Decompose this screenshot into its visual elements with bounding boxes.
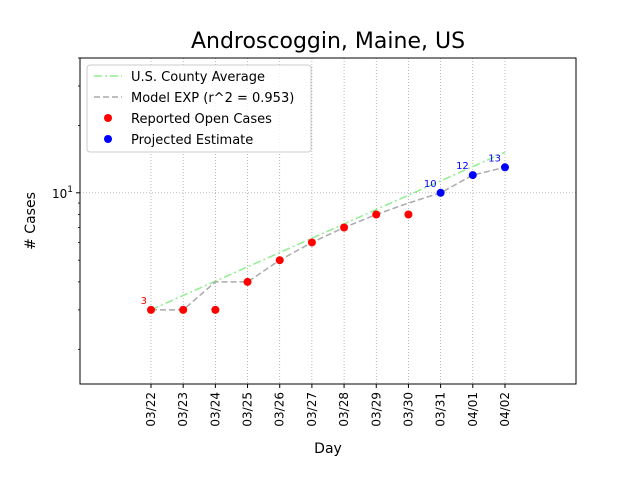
- data-label: 3: [141, 296, 147, 307]
- x-tick-label: 04/01: [466, 392, 480, 427]
- chart-title: Androscoggin, Maine, US: [191, 29, 465, 54]
- x-axis-label: Day: [314, 441, 342, 457]
- series-line: [150, 151, 506, 311]
- x-tick-label: 03/27: [305, 392, 319, 427]
- legend-marker: [104, 135, 112, 143]
- x-tick-label: 03/23: [176, 392, 190, 427]
- x-tick-label: 03/24: [208, 392, 222, 427]
- x-tick-label: 03/22: [144, 392, 158, 427]
- legend-box: [86, 64, 312, 153]
- legend-marker: [104, 114, 112, 122]
- x-tick-label: 03/28: [337, 392, 351, 427]
- series-line: [151, 166, 506, 311]
- data-label: 13: [488, 153, 501, 164]
- x-tick-label: 03/26: [273, 392, 287, 427]
- data-point: [500, 163, 509, 172]
- data-label: 12: [456, 161, 469, 172]
- legend-label: U.S. County Average: [131, 70, 265, 85]
- data-point: [404, 210, 413, 219]
- data-point: [436, 188, 445, 197]
- data-point: [275, 256, 284, 265]
- x-tick-label: 03/29: [369, 392, 383, 427]
- legend-label: Reported Open Cases: [131, 112, 272, 127]
- data-point: [243, 277, 252, 286]
- y-axis-label: # Cases: [23, 192, 39, 250]
- data-point: [179, 305, 188, 314]
- data-label: 10: [424, 179, 437, 190]
- data-point: [307, 238, 316, 247]
- x-tick-label: 03/31: [434, 392, 448, 427]
- legend-label: Projected Estimate: [131, 133, 253, 148]
- data-point: [372, 210, 381, 219]
- x-tick-label: 03/30: [401, 392, 415, 427]
- series-layer: 3 10 12 13: [141, 151, 509, 314]
- legend-label: Model EXP (r^2 = 0.953): [131, 91, 294, 106]
- data-point: [340, 223, 349, 232]
- data-point: [147, 305, 155, 314]
- x-axis-ticks: 03/22 03/23 03/24 03/25 03/26 03/27 03/28 03/29…: [144, 384, 512, 427]
- legend: U.S. County Average Model EXP (r^2 = 0.95…: [86, 64, 312, 153]
- x-tick-label: 03/25: [241, 392, 255, 427]
- data-point: [211, 305, 220, 314]
- data-point: [468, 171, 477, 180]
- x-tick-label: 04/02: [498, 392, 512, 427]
- plot-frame: [79, 57, 577, 385]
